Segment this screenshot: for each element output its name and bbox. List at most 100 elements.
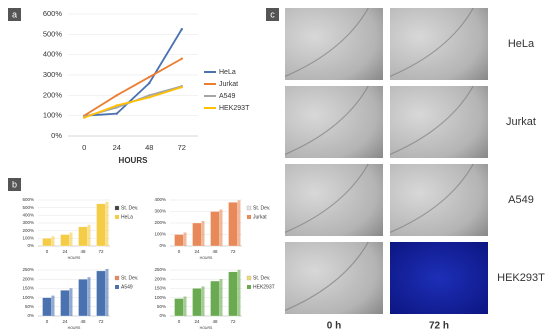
micrograph-edge xyxy=(389,85,474,155)
bar xyxy=(210,280,220,317)
point xyxy=(180,28,183,31)
y-tick-label: 100% xyxy=(154,295,166,300)
legend-label: Jurkat xyxy=(253,214,267,220)
bar xyxy=(210,211,220,247)
micrograph-edge xyxy=(284,85,369,155)
x-tick-label: 72 xyxy=(230,249,236,254)
line xyxy=(83,57,183,117)
bar xyxy=(174,298,184,317)
x-tick-label: 48 xyxy=(80,319,86,324)
point xyxy=(148,81,151,85)
x-tick-label: 0 xyxy=(178,319,181,324)
legend-label: St. Dev. xyxy=(121,205,138,211)
micrograph-edge xyxy=(284,241,369,311)
micrograph xyxy=(285,164,383,236)
y-tick-label: 200% xyxy=(154,276,166,281)
legend-swatch xyxy=(246,205,252,211)
y-tick-label: 400% xyxy=(43,50,63,59)
bar-side xyxy=(105,201,109,246)
y-tick-label: 200% xyxy=(22,276,34,281)
point xyxy=(180,86,183,89)
bar-side xyxy=(201,221,205,246)
point xyxy=(148,94,151,97)
legend-swatch xyxy=(246,275,252,281)
legend-swatch xyxy=(247,285,251,289)
point xyxy=(115,106,118,109)
micrograph xyxy=(390,8,488,80)
point xyxy=(148,75,151,79)
x-axis-label: HOURS xyxy=(68,326,81,330)
legend-label: HEK293T xyxy=(219,105,250,112)
column-label: 0 h xyxy=(327,321,341,332)
y-tick-label: 250% xyxy=(22,267,34,272)
x-tick-label: 24 xyxy=(62,319,68,324)
panel-label: b xyxy=(12,179,17,189)
y-tick-label: 150% xyxy=(22,286,34,291)
legend-label: A549 xyxy=(219,93,235,100)
x-tick-label: 0 xyxy=(178,249,181,254)
micrograph xyxy=(285,242,383,314)
bar-side xyxy=(87,224,91,246)
y-tick-label: 100% xyxy=(22,236,34,241)
panel-badge xyxy=(8,8,21,21)
x-tick-label: 24 xyxy=(194,249,200,254)
y-tick-label: 500% xyxy=(43,29,63,38)
y-tick-label: 200% xyxy=(154,220,166,225)
x-tick-label: 72 xyxy=(178,143,186,152)
x-tick-label: 48 xyxy=(212,319,218,324)
y-tick-label: 100% xyxy=(154,232,166,237)
bar-side xyxy=(183,232,187,246)
x-axis-label: HOURS xyxy=(68,256,81,260)
bar-side xyxy=(237,200,241,246)
y-tick-label: 50% xyxy=(157,304,166,309)
y-tick-label: 300% xyxy=(22,220,34,225)
point xyxy=(180,57,183,60)
y-tick-label: 100% xyxy=(22,295,34,300)
panel-label: c xyxy=(270,9,275,19)
legend-label: St. Dev. xyxy=(253,205,270,211)
x-tick-label: 48 xyxy=(145,143,153,152)
bar-side xyxy=(51,236,55,246)
bar-side xyxy=(201,286,205,316)
legend-label: Jurkat xyxy=(219,81,238,88)
y-tick-label: 0% xyxy=(27,313,34,318)
x-tick-label: 0 xyxy=(46,249,49,254)
bar xyxy=(228,271,238,317)
bar xyxy=(42,297,52,317)
legend-label: HeLa xyxy=(121,214,133,220)
bar xyxy=(174,234,184,247)
x-tick-label: 24 xyxy=(194,319,200,324)
bar xyxy=(192,288,202,317)
x-tick-label: 0 xyxy=(82,143,86,152)
y-tick-label: 0% xyxy=(27,243,34,248)
legend-label: HeLa xyxy=(219,69,236,76)
y-tick-label: 400% xyxy=(154,197,166,202)
y-tick-label: 300% xyxy=(43,70,63,79)
row-label: HeLa xyxy=(508,38,535,50)
bar xyxy=(60,234,70,247)
micrograph-edge xyxy=(389,7,474,77)
column-label: 72 h xyxy=(429,321,449,332)
micrograph xyxy=(285,8,383,80)
x-tick-label: 48 xyxy=(80,249,86,254)
point xyxy=(148,96,151,99)
line xyxy=(84,28,183,117)
micrograph-edge xyxy=(389,163,474,233)
x-axis-label: HOURS xyxy=(200,326,213,330)
bar-side xyxy=(51,295,55,316)
y-tick-label: 600% xyxy=(43,9,63,18)
micrograph xyxy=(390,242,488,314)
y-tick-label: 0% xyxy=(159,313,166,318)
micrograph-edge xyxy=(284,163,369,233)
legend-label: St. Dev. xyxy=(253,275,270,281)
point xyxy=(115,104,118,107)
y-tick-label: 300% xyxy=(154,209,166,214)
y-tick-label: 200% xyxy=(22,228,34,233)
point xyxy=(83,116,86,119)
bar-side xyxy=(69,232,73,246)
line xyxy=(83,86,183,119)
y-tick-label: 100% xyxy=(43,111,63,120)
x-tick-label: 24 xyxy=(113,143,121,152)
bar-side xyxy=(69,288,73,316)
